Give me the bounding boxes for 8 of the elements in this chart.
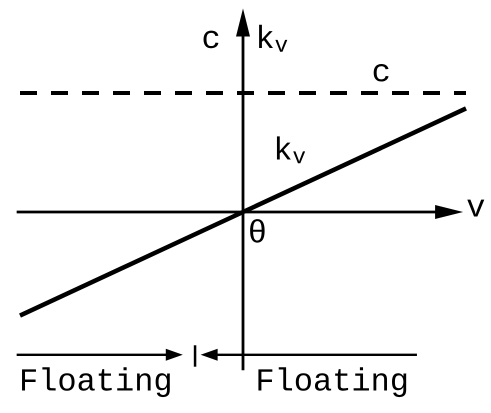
text: c [204, 30, 218, 48]
text: Floating [258, 367, 406, 398]
x-axis-title: v [467, 200, 484, 217]
annotation: θ [250, 219, 265, 243]
text: Floating [22, 367, 170, 398]
y-axis-title: k$_{v}$ [259, 24, 288, 52]
series-label: c [374, 64, 389, 82]
series-label: k$_{v}$ [276, 136, 306, 164]
